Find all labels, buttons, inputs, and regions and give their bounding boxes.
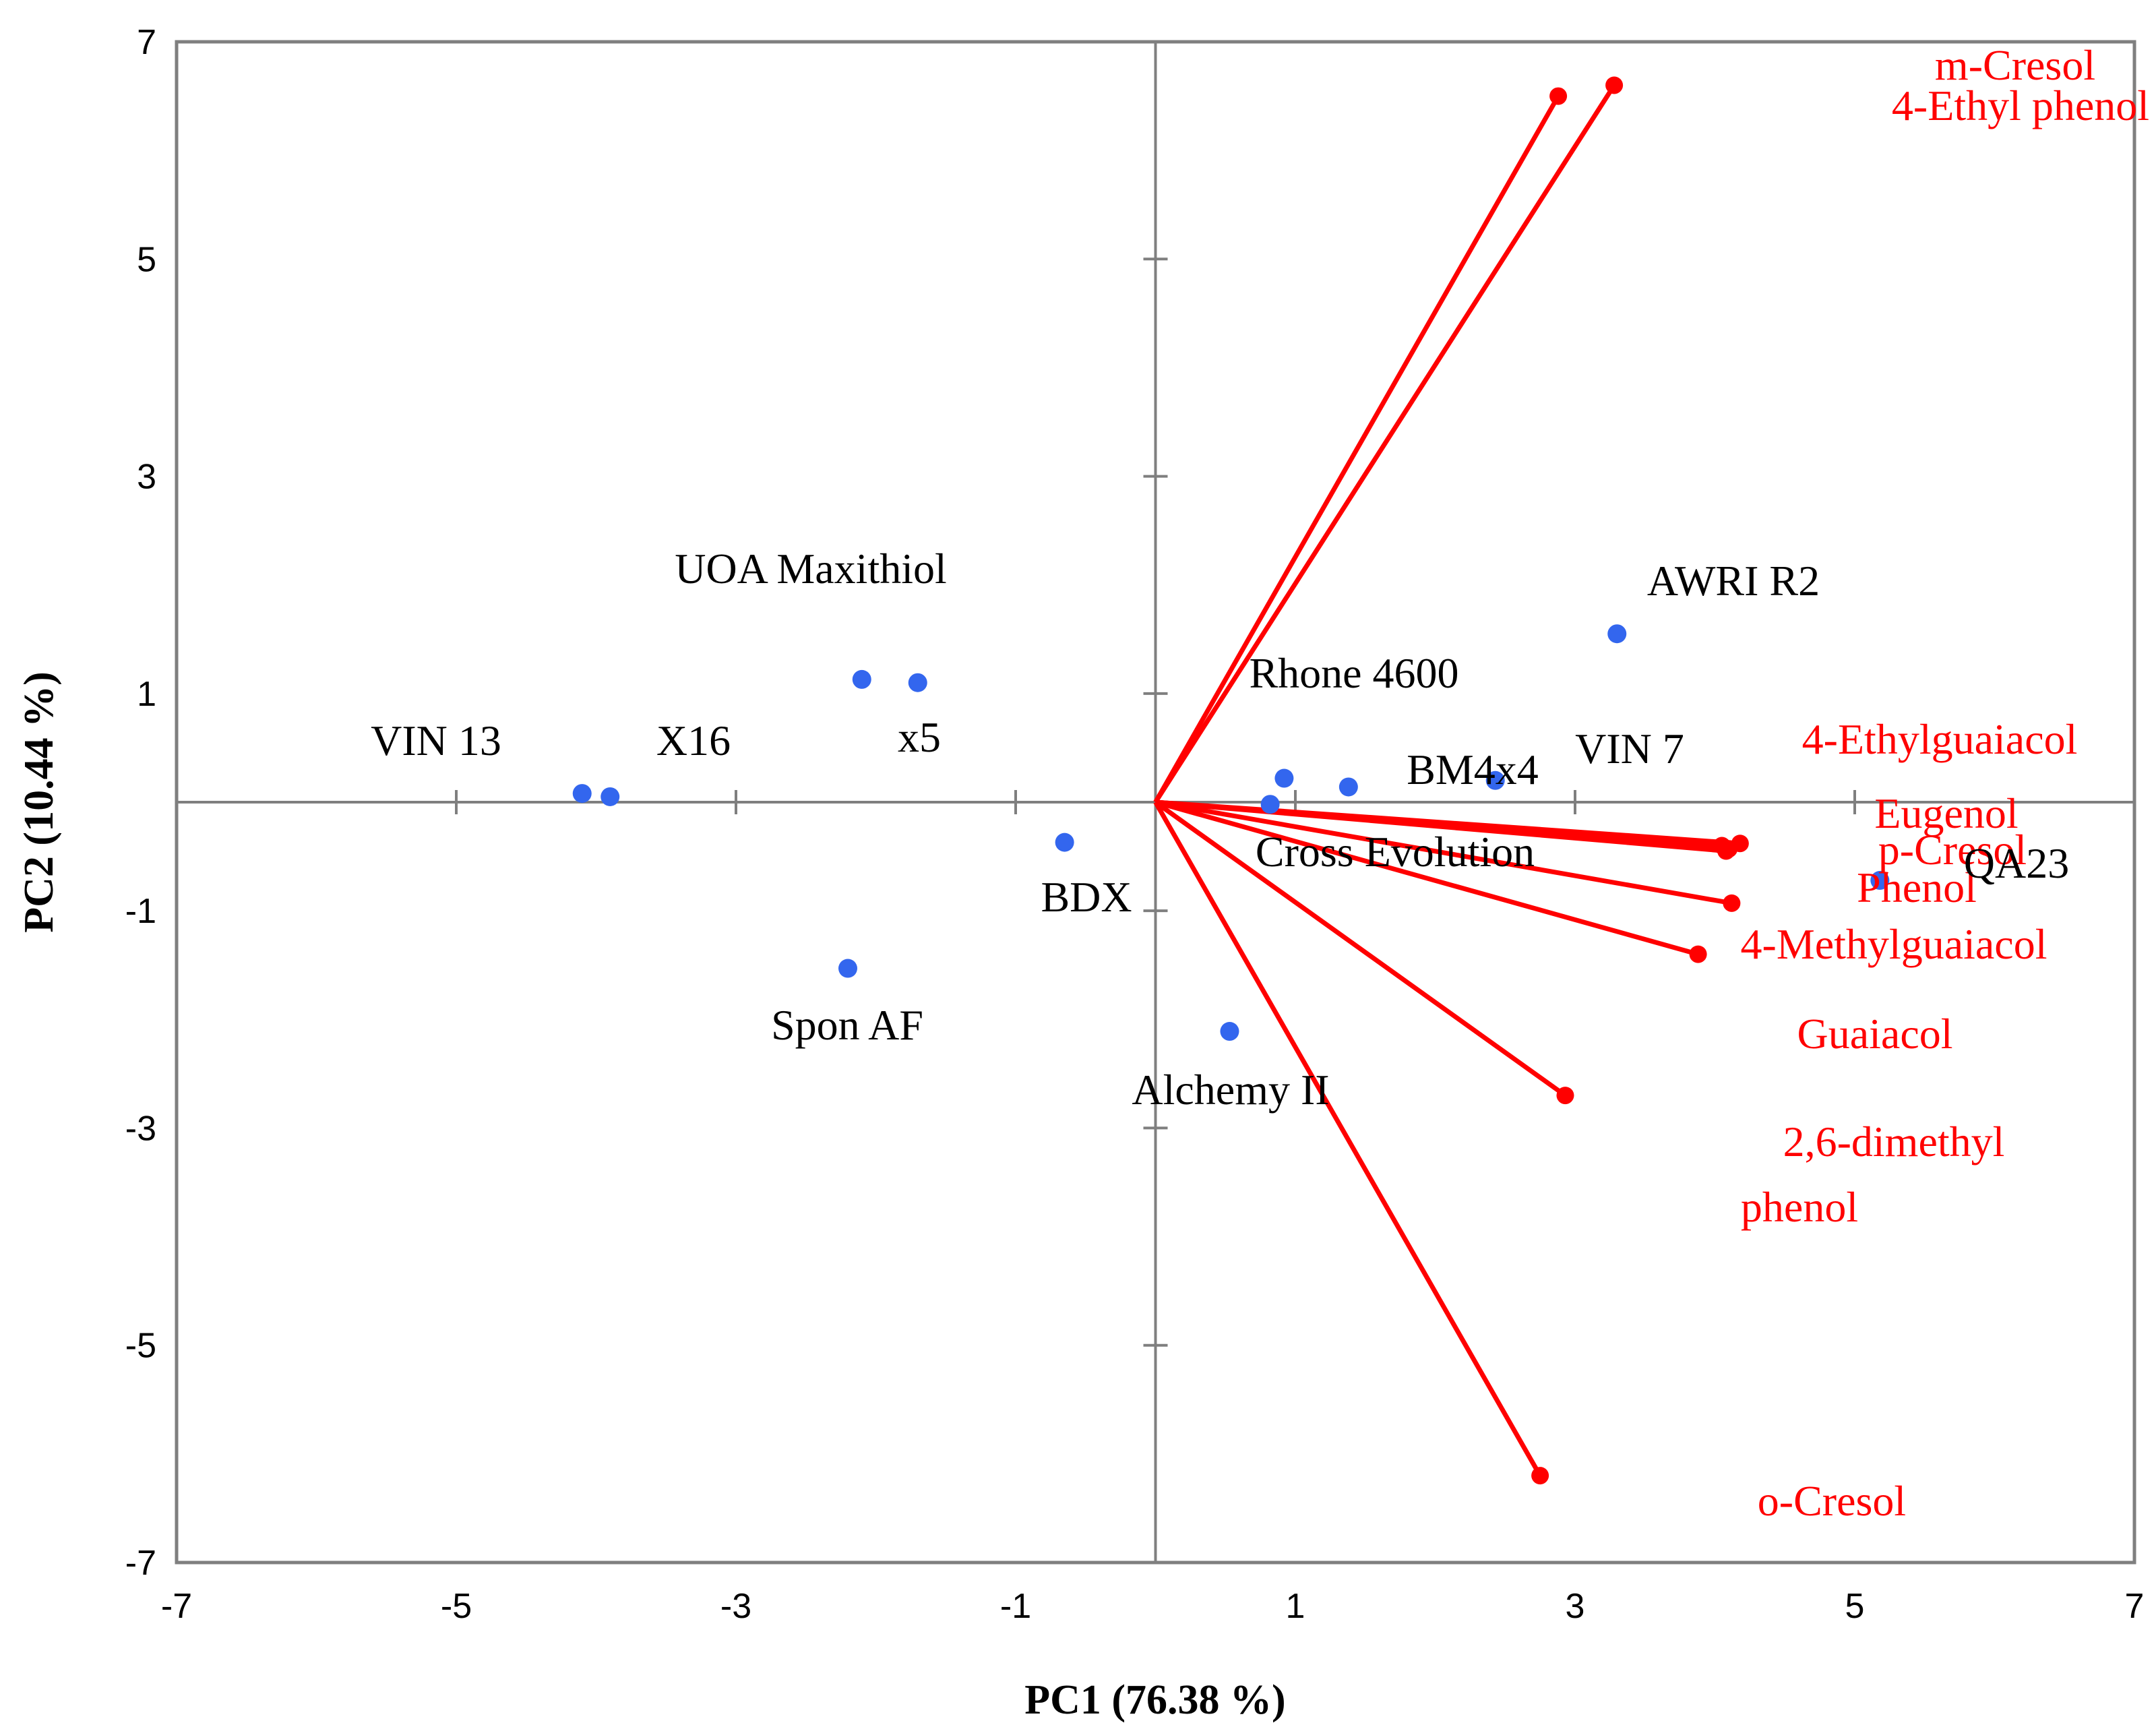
x-tick-label: -3 [720,1587,751,1626]
x-tick-label: 5 [1845,1587,1865,1626]
sample-point [1220,1022,1239,1041]
sample-point [1870,871,1890,890]
sample-label: Rhone 4600 [1249,649,1458,697]
sample-point [572,784,592,804]
sample-point [908,673,927,692]
sample-label: x5 [898,713,941,761]
y-axis-title: PC2 (10.44 %) [16,671,62,932]
loading-point [1717,842,1735,860]
sample-point [838,959,857,978]
loading-label: Eugenol [1874,789,2018,837]
y-tick-label: -3 [125,1109,156,1148]
y-tick-label: 7 [137,23,156,62]
sample-label: Spon AF [771,1001,923,1049]
loading-label: 4-Ethylguaiacol [1802,715,2078,763]
loading-label: phenol [1741,1183,1858,1231]
loading-label: p-Cresol [1878,826,2027,874]
sample-label: UOA Maxithiol [675,545,947,593]
loading-label: Phenol [1857,864,1977,911]
sample-point [1338,777,1358,797]
loading-point [1556,1087,1574,1105]
loading-label: 2,6-dimethyl [1783,1118,2005,1165]
loading-point [1689,945,1707,963]
x-tick-label: 7 [2125,1587,2145,1626]
sample-point [852,669,871,689]
x-axis-title: PC1 (76.38 %) [1024,1677,1285,1723]
y-tick-label: 5 [137,240,156,279]
x-tick-label: 1 [1286,1587,1305,1626]
loading-vector [1154,799,1699,957]
x-tick-label: -7 [161,1587,192,1626]
loading-label: Guaiacol [1797,1010,1953,1058]
x-tick-label: -1 [1000,1587,1031,1626]
loading-label: m-Cresol [1935,41,2095,89]
sample-label: BDX [1041,873,1132,921]
loading-label: o-Cresol [1758,1477,1906,1525]
x-tick-label: 3 [1566,1587,1585,1626]
loading-vector [1153,94,1561,804]
loading-vector [1153,801,1543,1477]
y-tick-label: -1 [125,892,156,931]
y-tick-label: 3 [137,458,156,497]
loading-point [1605,76,1624,94]
sample-label: AWRI R2 [1647,557,1820,605]
sample-label: QA23 [1964,839,2069,887]
sample-label: VIN 7 [1575,725,1684,772]
loading-point [1531,1467,1549,1485]
sample-point [1607,624,1627,644]
y-tick-label: 1 [137,675,156,714]
y-tick-label: -7 [125,1544,156,1583]
x-tick-label: -5 [441,1587,472,1626]
sample-point [1274,768,1294,788]
loading-vector [1155,799,1727,854]
sample-label: X16 [656,717,731,764]
loading-vector [1154,800,1567,1097]
sample-label: BM4x4 [1407,746,1539,793]
loading-point [1549,87,1568,105]
sample-point [1485,770,1505,790]
sample-label: Cross Evolution [1256,828,1535,876]
y-tick-label: -5 [125,1327,156,1366]
loading-label: 4-Methylguaiacol [1741,920,2047,968]
loading-point [1723,894,1741,912]
sample-label: Alchemy II [1132,1066,1329,1114]
sample-point [600,787,620,806]
loading-vector [1154,799,1733,906]
sample-label: VIN 13 [371,717,501,764]
loading-label: 4-Ethyl phenol [1892,82,2149,129]
sample-point [1260,795,1280,814]
sample-point [1055,832,1074,852]
loading-vector [1153,84,1617,804]
